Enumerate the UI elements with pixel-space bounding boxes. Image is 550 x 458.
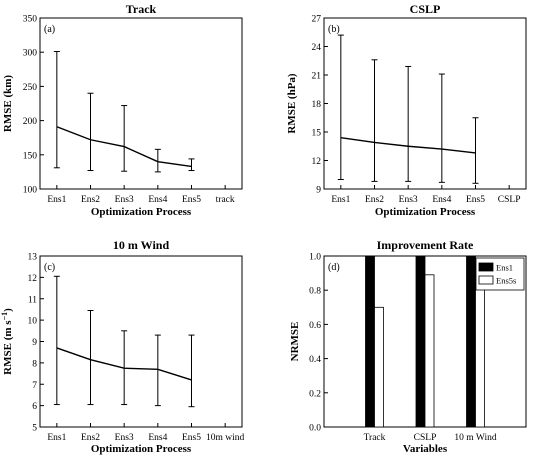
- bar-ens1: [415, 255, 426, 428]
- plot-frame: [323, 17, 527, 190]
- y-tick-label: 200: [23, 117, 38, 127]
- panel-10m-wind: 10 m Wind (c) Optimization Process RMSE (m …: [0, 238, 245, 455]
- panel-track: Track (a) Optimization Process RMSE (km) 100…: [2, 2, 243, 218]
- panel-label: (a): [44, 24, 55, 35]
- y-tick-label: 0.6: [309, 321, 321, 331]
- y-tick-label: 250: [23, 83, 38, 93]
- plot-frame: [39, 17, 243, 190]
- bar-ens5s: [424, 274, 435, 428]
- y-tick-label: 24: [312, 43, 322, 53]
- series-line: [340, 137, 476, 154]
- x-tick-label: Ens3: [115, 433, 134, 443]
- series-line: [56, 126, 192, 168]
- y-tick-label: 27: [312, 15, 322, 25]
- y-tick-label: 9: [316, 186, 321, 196]
- y-tick-label: 15: [312, 129, 322, 139]
- y-tick-label: 1.0: [309, 253, 321, 263]
- y-axis-label: NRMSE: [289, 322, 301, 362]
- y-tick-label: 18: [312, 100, 322, 110]
- panel-label: (c): [44, 262, 55, 273]
- x-tick-label: Ens1: [47, 433, 66, 443]
- x-tick-label: Ens5: [182, 195, 201, 205]
- y-tick-label: 0.2: [309, 389, 321, 399]
- y-tick-label: 0.8: [309, 287, 321, 297]
- panel-label: (b): [328, 24, 340, 35]
- plot-frame: [39, 255, 243, 428]
- x-tick-label: Ens3: [115, 195, 134, 205]
- bar-ens1: [466, 255, 476, 428]
- x-tick-label: Ens1: [47, 195, 66, 205]
- y-axis-label: RMSE (km): [2, 75, 14, 132]
- x-tick-label: Ens4: [148, 433, 167, 443]
- x-tick-label: CSLP: [414, 433, 437, 443]
- series-line: [56, 347, 192, 381]
- legend-label: Ens1: [496, 263, 513, 273]
- x-tick-label: Ens5: [466, 195, 485, 205]
- chart-title: CSLP: [410, 2, 441, 16]
- y-tick-label: 8: [32, 359, 37, 369]
- chart-title: Improvement Rate: [377, 238, 474, 252]
- y-tick-label: 7: [32, 381, 37, 391]
- bar-ens5s: [475, 284, 485, 428]
- legend-label: Ens5s: [496, 276, 516, 286]
- x-tick-label: 10 m Wind: [454, 433, 496, 443]
- y-tick-label: 12: [28, 274, 38, 284]
- x-tick-label: Track: [364, 433, 386, 443]
- panel-improvement-rate: Improvement Rate (d) Variables NRMSE 0.0 0.2 0…: [289, 238, 527, 455]
- x-axis-label: Variables: [403, 443, 448, 455]
- x-tick-label: 10m wind: [206, 433, 245, 443]
- y-tick-label: 0.4: [309, 355, 321, 365]
- y-tick-label: 11: [28, 295, 37, 305]
- panel-label: (d): [328, 262, 340, 273]
- x-axis-label: Optimization Process: [91, 206, 192, 218]
- x-tick-label: Ens4: [432, 195, 451, 205]
- y-tick-label: 150: [23, 151, 38, 161]
- y-tick-label: 9: [32, 338, 37, 348]
- x-tick-label: Ens3: [399, 195, 418, 205]
- chart-title: 10 m Wind: [113, 238, 170, 252]
- chart-title: Track: [126, 2, 157, 16]
- legend-swatch: [478, 275, 494, 285]
- y-tick-label: 350: [23, 15, 38, 25]
- y-tick-label: 21: [312, 72, 322, 82]
- y-tick-label: 0.0: [309, 424, 321, 434]
- x-tick-label: Ens2: [365, 195, 384, 205]
- y-tick-label: 100: [23, 186, 38, 196]
- bar-ens1: [365, 255, 375, 428]
- y-tick-label: 6: [32, 402, 37, 412]
- bar-ens5s: [374, 306, 384, 428]
- y-tick-label: 5: [32, 424, 37, 434]
- x-axis-label: Optimization Process: [375, 206, 476, 218]
- y-tick-label: 13: [28, 253, 38, 263]
- panel-cslp: CSLP (b) Optimization Process RMSE (hPa) 9 12…: [286, 2, 527, 218]
- x-tick-label: Ens4: [148, 195, 167, 205]
- y-tick-label: 10: [28, 317, 38, 327]
- x-tick-label: track: [216, 195, 235, 205]
- y-axis-label: RMSE (hPa): [286, 73, 298, 134]
- x-tick-label: Ens2: [81, 195, 100, 205]
- y-tick-label: 300: [23, 49, 38, 59]
- x-tick-label: CSLP: [498, 195, 521, 205]
- x-tick-label: Ens5: [182, 433, 201, 443]
- x-tick-label: Ens1: [331, 195, 350, 205]
- y-axis-label: RMSE (m s−1): [0, 308, 14, 375]
- y-tick-label: 12: [312, 157, 322, 167]
- legend-swatch: [478, 262, 494, 272]
- x-axis-label: Optimization Process: [91, 443, 192, 455]
- x-tick-label: Ens2: [81, 433, 100, 443]
